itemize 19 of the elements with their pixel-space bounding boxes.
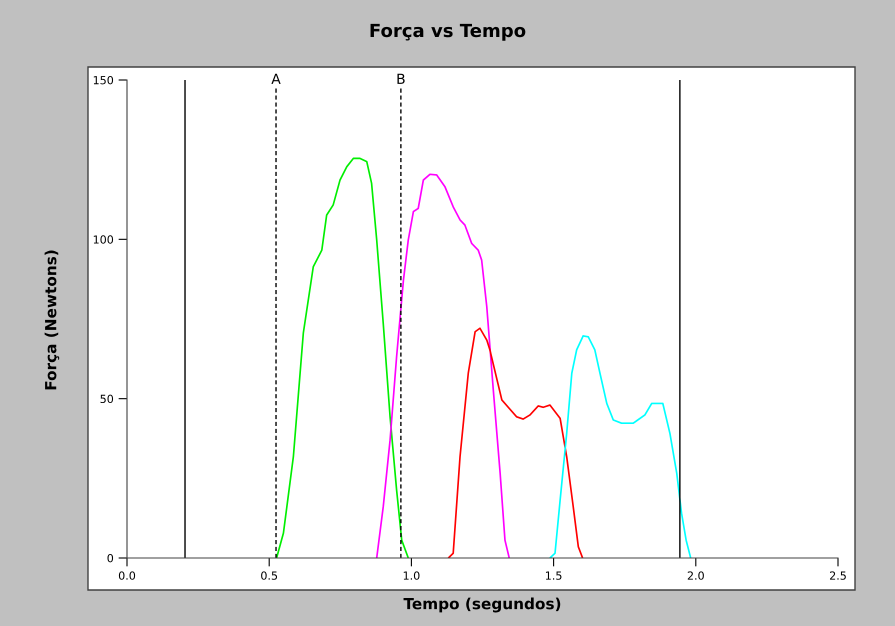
line-series (448, 327, 584, 558)
x-axis-title: Tempo (segundos) (404, 598, 560, 612)
x-tick-label: 0.5 (261, 571, 278, 580)
x-tick-label: 1.0 (404, 571, 420, 580)
y-tick-label: 100 (94, 235, 114, 244)
x-tick-label: 0.0 (118, 571, 136, 580)
y-tick-label: 150 (94, 76, 114, 84)
line-series (549, 335, 692, 558)
line-series (276, 158, 410, 558)
x-tick-label: 1.5 (546, 572, 562, 580)
ref-line-label: A (271, 74, 281, 84)
chart-title: Força vs Tempo (370, 24, 526, 41)
y-tick-label: 0 (107, 554, 114, 562)
line-series (376, 173, 510, 558)
y-axis-title: Força (Newtons) (44, 250, 60, 390)
y-tick-label: 50 (100, 394, 114, 404)
ref-line-label: B (397, 74, 405, 84)
x-tick-label: 2.5 (830, 571, 846, 580)
x-tick-label: 2.0 (688, 571, 704, 580)
